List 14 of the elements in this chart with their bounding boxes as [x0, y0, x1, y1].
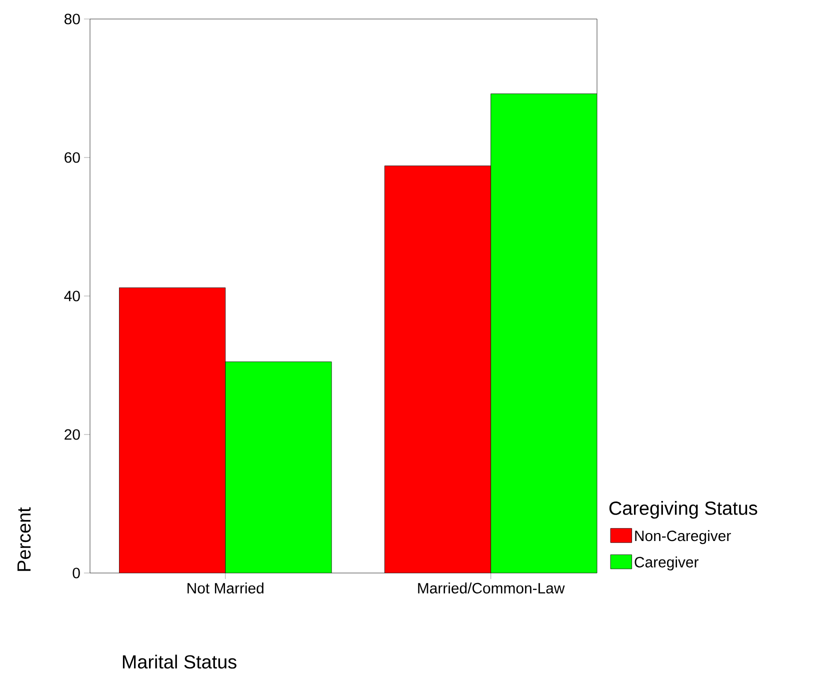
- x-tick-label: Married/Common-Law: [418, 582, 565, 594]
- y-tick-label: 40: [64, 290, 80, 302]
- y-axis-title: Percent: [18, 507, 31, 571]
- y-tick-label: 0: [72, 568, 80, 578]
- legend-title: Caregiving Status: [609, 500, 758, 519]
- legend-label: Caregiver: [634, 556, 698, 570]
- x-axis-title: Marital Status: [122, 654, 236, 669]
- bar: [119, 287, 226, 573]
- y-tick-label: 60: [64, 152, 80, 163]
- legend-label: Non-Caregiver: [635, 530, 731, 544]
- y-tick-label: 80: [64, 14, 80, 24]
- y-tick-label: 20: [64, 429, 80, 440]
- x-tick-label: Not Married: [188, 582, 264, 594]
- bar: [384, 166, 492, 573]
